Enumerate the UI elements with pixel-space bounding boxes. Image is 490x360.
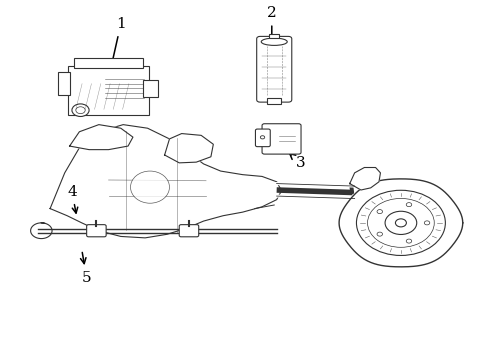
Text: 5: 5 xyxy=(80,252,92,285)
Text: 1: 1 xyxy=(108,17,125,74)
Circle shape xyxy=(377,232,383,236)
Ellipse shape xyxy=(261,38,287,45)
Circle shape xyxy=(406,239,412,243)
FancyBboxPatch shape xyxy=(255,129,270,147)
Bar xyxy=(74,58,143,68)
Circle shape xyxy=(356,190,445,256)
Polygon shape xyxy=(339,179,463,267)
Text: 4: 4 xyxy=(67,185,78,213)
Text: 3: 3 xyxy=(290,154,306,171)
FancyBboxPatch shape xyxy=(262,124,301,154)
Circle shape xyxy=(377,210,383,213)
FancyBboxPatch shape xyxy=(87,225,106,237)
Circle shape xyxy=(385,211,417,234)
Circle shape xyxy=(72,104,89,117)
Ellipse shape xyxy=(130,171,170,203)
Circle shape xyxy=(395,219,406,227)
Bar xyxy=(267,98,281,104)
Polygon shape xyxy=(70,125,133,150)
Bar xyxy=(58,72,70,95)
Circle shape xyxy=(76,107,85,114)
FancyBboxPatch shape xyxy=(179,225,199,237)
Polygon shape xyxy=(50,125,282,238)
Circle shape xyxy=(260,136,265,139)
Polygon shape xyxy=(350,167,380,190)
Polygon shape xyxy=(165,134,213,163)
Bar xyxy=(269,34,279,38)
FancyBboxPatch shape xyxy=(257,36,292,102)
Circle shape xyxy=(406,203,412,207)
Circle shape xyxy=(368,198,434,247)
Bar xyxy=(143,80,158,97)
Circle shape xyxy=(424,221,430,225)
FancyBboxPatch shape xyxy=(68,66,149,115)
Text: 2: 2 xyxy=(267,6,277,47)
